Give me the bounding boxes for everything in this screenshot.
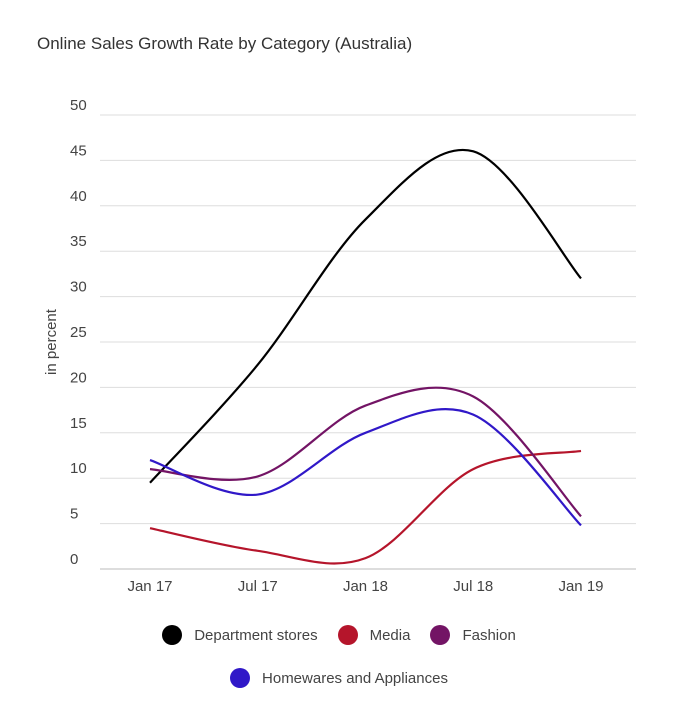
y-tick-label: 0 — [70, 551, 78, 568]
legend-item[interactable]: Homewares and Appliances — [230, 668, 448, 688]
x-tick-label: Jul 17 — [238, 578, 278, 595]
legend-marker-icon — [430, 625, 451, 645]
legend-item[interactable]: Fashion — [430, 625, 516, 645]
series-line-media — [149, 449, 582, 565]
series-line-fashion — [149, 386, 582, 518]
legend-label: Fashion — [462, 626, 516, 644]
legend-marker-icon — [337, 625, 358, 645]
series-line-homewares-and-appliances — [149, 408, 582, 527]
y-tick-label: 10 — [70, 460, 87, 477]
y-tick-label: 45 — [70, 142, 87, 159]
legend-label: Homewares and Appliances — [262, 669, 448, 687]
x-tick-label: Jul 18 — [453, 578, 493, 595]
y-tick-label: 5 — [70, 506, 78, 523]
y-tick-label: 50 — [70, 97, 87, 114]
y-tick-label: 20 — [70, 369, 87, 386]
y-tick-label: 15 — [70, 415, 87, 432]
legend-marker-icon — [230, 668, 251, 688]
x-tick-label: Jan 19 — [558, 578, 603, 595]
legend-label: Department stores — [194, 626, 318, 644]
y-tick-label: 25 — [70, 324, 87, 341]
legend-label: Media — [369, 626, 411, 644]
legend-marker-icon — [162, 625, 183, 645]
legend-item[interactable]: Media — [337, 625, 411, 645]
legend-row-1: Department stores Media Fashion — [0, 625, 684, 645]
x-tick-label: Jan 18 — [343, 578, 388, 595]
series-line-department-stores — [149, 148, 582, 484]
y-tick-label: 35 — [70, 233, 87, 250]
legend-item[interactable]: Department stores — [162, 625, 318, 645]
y-axis-label: in percent — [43, 308, 60, 375]
y-tick-label: 30 — [70, 279, 87, 296]
x-tick-label: Jan 17 — [127, 578, 172, 595]
y-tick-label: 40 — [70, 188, 87, 205]
chart-title: Online Sales Growth Rate by Category (Au… — [37, 34, 413, 53]
legend-row-2: Homewares and Appliances — [0, 668, 684, 688]
